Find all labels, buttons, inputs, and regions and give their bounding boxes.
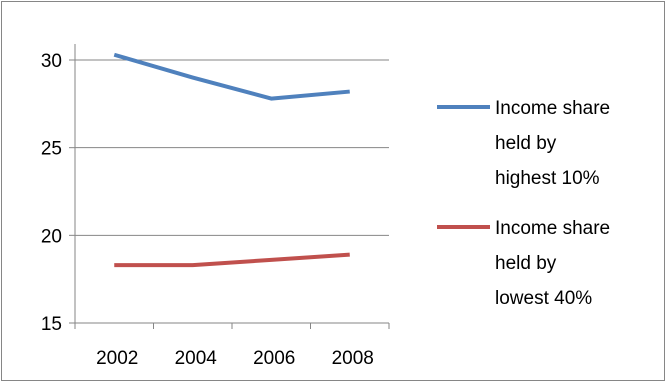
legend-label-1: highest 10% (495, 168, 600, 189)
series-line-2 (114, 252, 350, 268)
series-line-1 (113, 52, 350, 101)
x-tick-label: 2002 (96, 348, 138, 369)
y-tick-label: 15 (41, 314, 62, 335)
legend-label-1: Income share (495, 98, 610, 119)
axes: 15 20 25 30 2002 2004 2006 2008 (41, 44, 390, 369)
y-tick-label: 25 (41, 139, 62, 160)
legend-label-1: held by (495, 133, 557, 154)
y-tick-label: 20 (41, 226, 62, 247)
series-lines (113, 52, 350, 268)
legend-label-2: held by (495, 253, 557, 274)
x-tick-label: 2006 (253, 348, 295, 369)
y-tick-label: 30 (41, 51, 62, 72)
legend: Income share held by highest 10% Income sha… (437, 98, 610, 309)
x-tick-label: 2004 (175, 348, 218, 369)
legend-label-2: lowest 40% (495, 288, 592, 309)
legend-label-2: Income share (495, 218, 610, 239)
x-tick-label: 2008 (332, 348, 374, 369)
